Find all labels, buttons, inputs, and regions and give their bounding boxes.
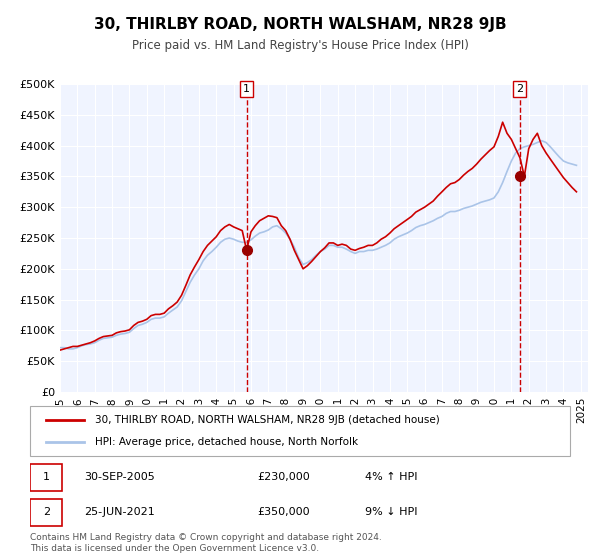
- Text: £230,000: £230,000: [257, 473, 310, 482]
- Text: Price paid vs. HM Land Registry's House Price Index (HPI): Price paid vs. HM Land Registry's House …: [131, 39, 469, 52]
- Text: 2: 2: [516, 84, 523, 94]
- Text: 25-JUN-2021: 25-JUN-2021: [84, 507, 155, 517]
- Text: 4% ↑ HPI: 4% ↑ HPI: [365, 473, 418, 482]
- Text: HPI: Average price, detached house, North Norfolk: HPI: Average price, detached house, Nort…: [95, 437, 358, 447]
- Text: 1: 1: [243, 84, 250, 94]
- Text: £350,000: £350,000: [257, 507, 310, 517]
- Text: 30-SEP-2005: 30-SEP-2005: [84, 473, 155, 482]
- Text: Contains HM Land Registry data © Crown copyright and database right 2024.
This d: Contains HM Land Registry data © Crown c…: [30, 533, 382, 553]
- FancyBboxPatch shape: [30, 464, 62, 491]
- Text: 9% ↓ HPI: 9% ↓ HPI: [365, 507, 418, 517]
- Text: 2: 2: [43, 507, 50, 517]
- Text: 30, THIRLBY ROAD, NORTH WALSHAM, NR28 9JB (detached house): 30, THIRLBY ROAD, NORTH WALSHAM, NR28 9J…: [95, 415, 440, 425]
- Text: 1: 1: [43, 473, 50, 482]
- FancyBboxPatch shape: [30, 499, 62, 526]
- Text: 30, THIRLBY ROAD, NORTH WALSHAM, NR28 9JB: 30, THIRLBY ROAD, NORTH WALSHAM, NR28 9J…: [94, 17, 506, 32]
- FancyBboxPatch shape: [30, 406, 570, 456]
